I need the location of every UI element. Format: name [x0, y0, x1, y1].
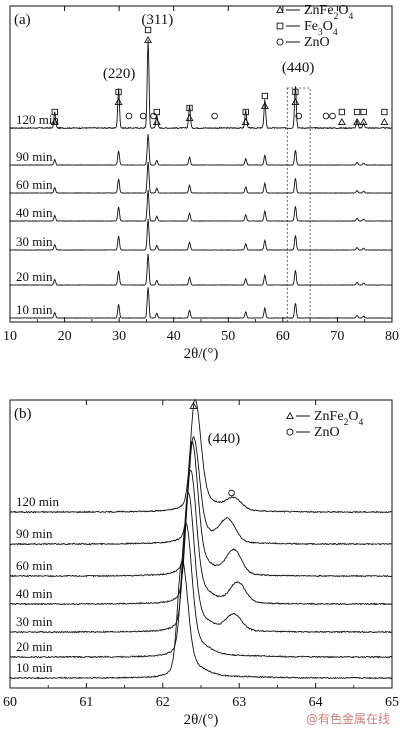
panel-a-series-label: 60 min — [16, 177, 53, 192]
square-marker — [292, 88, 299, 96]
triangle-marker — [144, 35, 153, 44]
triangle-marker — [152, 117, 161, 126]
triangle-marker — [50, 117, 59, 126]
legend-b-triangle-icon — [286, 411, 294, 420]
panel-b-series-label: 30 min — [16, 614, 53, 629]
panel-a-peak-label: (220) — [103, 66, 136, 82]
legend-b-label: ZnFe2O4 — [314, 409, 363, 428]
square-marker — [353, 108, 361, 116]
triangle-marker — [380, 117, 389, 126]
square-marker — [381, 108, 388, 116]
panel-a-xtick-label: 10 — [3, 329, 17, 344]
triangle-marker — [114, 97, 123, 106]
panel-b-series-10-min — [10, 560, 393, 680]
legend-a-label: ZnO — [304, 35, 330, 50]
circle-marker — [228, 489, 235, 497]
panel-b-xtick-label: 64 — [309, 695, 323, 710]
panel-b-series-label: 60 min — [16, 558, 53, 573]
panel-b-xtick-label: 60 — [3, 695, 17, 710]
panel-b-peak-label: (440) — [208, 431, 241, 447]
legend-b-label: ZnO — [314, 425, 340, 440]
triangle-marker — [291, 97, 300, 106]
circle-marker — [322, 112, 330, 120]
panel-a-series-label: 90 min — [16, 149, 53, 164]
legend-a-label: Fe3O4 — [304, 19, 338, 38]
circle-marker — [125, 112, 133, 120]
panel-a-xtick-label: 80 — [385, 329, 399, 344]
panel-b-series-20-min — [9, 522, 393, 659]
panel-a-series-20-min — [9, 253, 393, 286]
panel-a-peak-label: (440) — [282, 60, 315, 76]
panel-a-series-30-min — [9, 219, 393, 251]
panel-a-series-label: 30 min — [16, 234, 53, 249]
square-marker — [51, 108, 58, 116]
panel-a-xlabel: 2θ/(°) — [184, 346, 219, 362]
triangle-marker — [241, 117, 250, 126]
panel-b-xtick-label: 61 — [79, 695, 93, 710]
panel-a-series-90-min — [9, 134, 392, 166]
panel-b-series-120-min — [9, 398, 393, 514]
legend-a-square-icon — [276, 22, 284, 30]
square-marker — [261, 92, 268, 100]
panel-a-xtick-label: 60 — [276, 329, 290, 344]
square-marker — [338, 108, 345, 116]
panel-a-xtick-label: 70 — [330, 329, 344, 344]
panel-a-xtick-label: 50 — [221, 329, 235, 344]
panel-a-series-label: 40 min — [16, 205, 53, 220]
panel-a-frame — [9, 5, 393, 323]
panel-a-series-40-min — [9, 189, 393, 222]
panel-a-highlight-box — [286, 87, 311, 323]
triangle-marker — [337, 117, 346, 126]
panel-b-series-30-min — [9, 492, 392, 634]
panel-a-label: (a) — [14, 12, 31, 28]
triangle-marker — [353, 117, 362, 126]
square-marker — [242, 108, 249, 116]
circle-marker — [150, 112, 157, 120]
panel-b-series-label: 40 min — [16, 586, 53, 601]
square-marker — [360, 108, 367, 116]
panel-b-xtick-label: 63 — [232, 695, 246, 710]
panel-b-series-label: 10 min — [16, 660, 53, 675]
panel-a-series-10-min — [9, 287, 392, 319]
triangle-marker — [189, 401, 198, 410]
legend-b-circle-icon — [286, 428, 294, 436]
circle-marker — [295, 112, 302, 120]
legend-a-triangle-icon — [276, 5, 284, 14]
panel-a-series-label: 10 min — [16, 302, 53, 317]
legend-a-circle-icon — [276, 38, 284, 46]
panel-a-series-label: 20 min — [16, 269, 53, 284]
panel-b-xtick-label: 65 — [385, 695, 399, 710]
panel-a-xtick-label: 40 — [167, 329, 181, 344]
square-marker — [144, 26, 152, 34]
panel-a-xtick-label: 30 — [112, 329, 126, 344]
panel-a-series-60-min — [9, 161, 393, 194]
panel-b-label: (b) — [14, 406, 32, 422]
panel-a-series-label: 120 min — [16, 112, 59, 127]
circle-marker — [329, 112, 336, 120]
panel-a-peak-label: (311) — [141, 12, 173, 28]
panel-a-series-120-min — [10, 39, 393, 130]
panel-b-xtick-label: 62 — [156, 695, 170, 710]
square-marker — [153, 108, 160, 116]
panel-b-series-90-min — [9, 436, 393, 546]
triangle-marker — [359, 117, 368, 126]
legend-a-label: ZnFe2O4 — [304, 3, 353, 22]
watermark: @有色金属在线 — [305, 712, 390, 726]
circle-marker — [211, 112, 218, 120]
triangle-marker — [185, 113, 194, 122]
panel-b-series-label: 120 min — [16, 494, 59, 509]
square-marker — [186, 104, 193, 112]
panel-b-series-label: 90 min — [16, 526, 53, 541]
panel-a-xtick-label: 20 — [58, 329, 72, 344]
square-marker — [115, 88, 122, 96]
panel-b-series-label: 20 min — [16, 639, 53, 654]
panel-b-series-40-min — [9, 469, 393, 606]
panel-b-xlabel: 2θ/(°) — [184, 712, 219, 728]
panel-b-series-60-min — [9, 441, 393, 578]
triangle-marker — [260, 101, 269, 110]
circle-marker — [139, 112, 147, 120]
